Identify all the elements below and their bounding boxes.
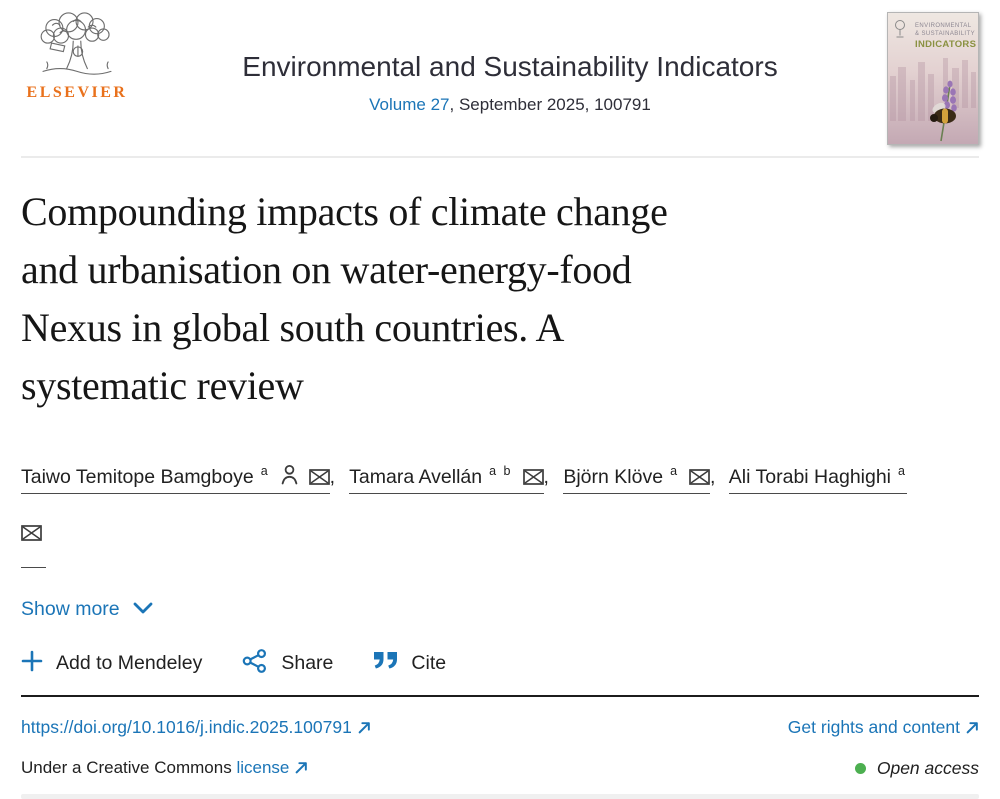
cite-quote-icon bbox=[373, 651, 398, 676]
author-link-haghighi[interactable]: Ali Torabi Haghighi a bbox=[728, 464, 907, 494]
author-affiliation: a bbox=[260, 464, 270, 478]
author-separator: , bbox=[543, 465, 549, 488]
license-link-label: license bbox=[236, 757, 290, 777]
share-button[interactable]: Share bbox=[242, 648, 333, 680]
email-icon bbox=[308, 468, 330, 490]
article-title-line: and urbanisation on water-energy-food bbox=[21, 247, 632, 292]
cover-title-line1: ENVIRONMENTAL bbox=[915, 23, 972, 29]
journal-banner: ELSEVIER Environmental and Sustainabilit… bbox=[21, 0, 979, 150]
add-to-mendeley-label: Add to Mendeley bbox=[56, 652, 203, 674]
action-bar: Add to Mendeley Share Cite bbox=[21, 648, 979, 680]
author-name: Ali Torabi Haghighi bbox=[728, 465, 892, 488]
share-label: Share bbox=[281, 652, 334, 674]
doi-row: https://doi.org/10.1016/j.indic.2025.100… bbox=[21, 717, 979, 739]
journal-issue-line: Volume 27, September 2025, 100791 bbox=[133, 95, 887, 115]
elsevier-tree-icon bbox=[29, 12, 125, 82]
open-access-label: Open access bbox=[876, 757, 979, 778]
external-link-icon bbox=[295, 759, 308, 778]
elsevier-logo: ELSEVIER bbox=[21, 10, 133, 102]
section-divider bbox=[21, 694, 979, 697]
header-divider bbox=[21, 156, 979, 158]
article-title-line: Nexus in global south countries. A bbox=[21, 305, 565, 350]
article-title-line: Compounding impacts of climate change bbox=[21, 189, 668, 234]
journal-heading: Environmental and Sustainability Indicat… bbox=[133, 10, 887, 115]
author-list: Taiwo Temitope Bamgboye a, Tamara Avellán… bbox=[21, 446, 979, 568]
journal-title-link[interactable]: Environmental and Sustainability Indicat… bbox=[242, 51, 778, 82]
doi-link[interactable]: https://doi.org/10.1016/j.indic.2025.100… bbox=[21, 717, 371, 739]
email-icon bbox=[522, 468, 544, 490]
cover-title-line2: & SUSTAINABILITY bbox=[915, 31, 975, 37]
article-title-line: systematic review bbox=[21, 363, 304, 408]
volume-link[interactable]: Volume 27 bbox=[369, 94, 450, 114]
license-link[interactable]: license bbox=[236, 758, 308, 777]
article-title: Compounding impacts of climate change an… bbox=[21, 183, 979, 415]
author-name: Tamara Avellán bbox=[349, 465, 483, 488]
get-rights-link[interactable]: Get rights and content bbox=[788, 717, 979, 739]
chevron-down-icon bbox=[133, 598, 153, 621]
license-statement: Under a Creative Commons license bbox=[21, 758, 308, 779]
author-link-avellan[interactable]: Tamara Avellán a b bbox=[349, 464, 544, 494]
author-link-bamgboye[interactable]: Taiwo Temitope Bamgboye a bbox=[21, 464, 330, 494]
elsevier-wordmark: ELSEVIER bbox=[26, 84, 128, 101]
cover-mini-logo bbox=[895, 20, 905, 38]
cite-label: Cite bbox=[411, 652, 447, 674]
add-to-mendeley-button[interactable]: Add to Mendeley bbox=[21, 650, 202, 678]
corresponding-author-icon bbox=[280, 464, 299, 490]
author-separator: , bbox=[329, 465, 336, 488]
issue-suffix: , September 2025, 100791 bbox=[449, 94, 651, 114]
author-affiliation: a b bbox=[489, 464, 513, 478]
author-name: Taiwo Temitope Bamgboye bbox=[21, 465, 254, 488]
author-link-klove[interactable]: Björn Klöve a bbox=[563, 464, 711, 494]
show-more-label: Show more bbox=[21, 597, 120, 620]
email-icon[interactable] bbox=[21, 510, 46, 568]
cover-bee bbox=[930, 102, 956, 124]
doi-text: https://doi.org/10.1016/j.indic.2025.100… bbox=[21, 716, 352, 737]
external-link-icon bbox=[966, 718, 979, 738]
email-icon bbox=[689, 468, 710, 490]
plus-icon bbox=[21, 650, 43, 678]
cover-lavender bbox=[940, 80, 957, 142]
license-row: Under a Creative Commons license Open ac… bbox=[21, 758, 979, 779]
share-icon bbox=[242, 648, 268, 680]
get-rights-label: Get rights and content bbox=[787, 716, 960, 737]
author-separator: , bbox=[710, 465, 716, 488]
journal-cover-thumbnail[interactable]: ENVIRONMENTAL & SUSTAINABILITY INDICATOR… bbox=[887, 12, 979, 145]
author-name: Björn Klöve bbox=[563, 465, 664, 488]
open-access-badge: Open access bbox=[854, 757, 979, 779]
external-link-icon bbox=[358, 718, 371, 738]
bottom-divider bbox=[21, 793, 979, 799]
cite-button[interactable]: Cite bbox=[373, 651, 446, 676]
cover-skyline bbox=[890, 58, 976, 121]
cover-title-line3: INDICATORS bbox=[915, 39, 976, 50]
author-affiliation: a bbox=[898, 464, 907, 478]
open-access-dot-icon bbox=[854, 762, 866, 774]
author-affiliation: a bbox=[670, 464, 680, 478]
show-more-button[interactable]: Show more bbox=[21, 598, 153, 621]
license-prefix: Under a Creative Commons bbox=[21, 757, 232, 777]
